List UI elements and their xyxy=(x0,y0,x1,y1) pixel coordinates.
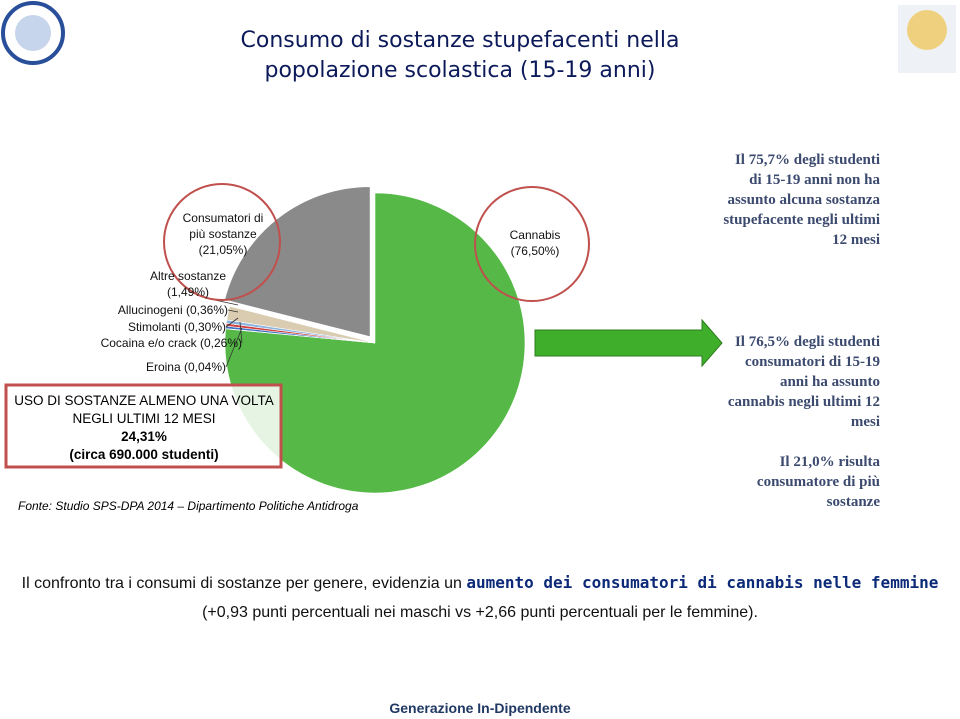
box-line: USO DI SOSTANZE ALMENO UNA VOLTA NEGLI U… xyxy=(14,393,274,426)
callout: Il 75,7% degli studenti di 15-19 anni no… xyxy=(723,152,880,248)
leaders xyxy=(209,298,243,368)
label-part: (21,05%) xyxy=(198,243,248,257)
summary-text: USO DI SOSTANZE ALMENO UNA VOLTA NEGLI U… xyxy=(10,392,278,464)
title-line: Consumo di sostanze stupefacenti nella xyxy=(240,28,680,53)
slice-label: Cannabis (76,50%) xyxy=(490,227,580,259)
label-part: Stimolanti xyxy=(127,320,181,334)
slice-label: Allucinogeni (0,36%) xyxy=(60,302,228,318)
slice-label: Eroina (0,04%) xyxy=(80,359,226,375)
summary-box xyxy=(4,383,283,469)
arrow xyxy=(534,318,723,368)
pie-slice xyxy=(224,186,371,338)
label-part: Eroina xyxy=(145,360,181,374)
leader xyxy=(227,309,239,313)
leader xyxy=(239,321,243,344)
text-bold: aumento dei consumatori di cannabis nell… xyxy=(466,573,939,592)
label-part: (76,50%) xyxy=(510,244,560,258)
leader xyxy=(225,327,243,368)
logo xyxy=(907,10,947,50)
pie-slice xyxy=(226,305,376,344)
label-part: (0,26%) xyxy=(199,336,242,350)
label-part: (0,04%) xyxy=(183,360,226,374)
highlight-circle xyxy=(163,183,281,301)
slice-label: Altre sostanze (1,49%) xyxy=(140,268,236,300)
pie xyxy=(224,186,526,494)
footer: Generazione In-Dipendente xyxy=(389,700,571,716)
text: (+0,93 punti percentuali nei maschi vs +… xyxy=(202,604,758,621)
highlight-circle xyxy=(474,186,590,302)
slice-label: Consumatori di più sostanze (21,05%) xyxy=(176,210,270,258)
text: Il confronto tra i consumi di sostanze p… xyxy=(21,575,462,592)
box-line: (circa 690.000 studenti) xyxy=(69,447,219,462)
label-part: Cocaina e/o crack xyxy=(100,336,197,350)
label-part: (0,30%) xyxy=(183,320,226,334)
callout: Il 21,0% risulta consumatore di più sost… xyxy=(756,454,880,510)
box-line: 24,31% xyxy=(121,429,167,444)
callout: Il 76,5% degli studenti consumatori di 1… xyxy=(727,334,880,430)
label-part: Altre sostanze xyxy=(149,269,227,283)
slice-label: Cocaina e/o crack (0,26%) xyxy=(40,335,242,351)
label-part: (0,36%) xyxy=(185,303,228,317)
logo xyxy=(15,15,51,51)
source: Fonte: Studio SPS-DPA 2014 – Dipartiment… xyxy=(18,499,359,513)
label-part: Allucinogeni xyxy=(117,303,183,317)
slice-label: Stimolanti (0,30%) xyxy=(60,319,226,335)
label-part: (1,49%) xyxy=(166,285,210,299)
logo xyxy=(1,1,65,65)
leader xyxy=(225,317,239,328)
title: Consumo di sostanze stupefacenti nella p… xyxy=(180,26,740,86)
paragraph: Il confronto tra i consumi di sostanze p… xyxy=(20,568,940,627)
title-line: popolazione scolastica (15-19 anni) xyxy=(264,58,656,83)
label-part: Consumatori di più sostanze xyxy=(182,211,264,241)
label-part: Cannabis xyxy=(509,228,561,242)
